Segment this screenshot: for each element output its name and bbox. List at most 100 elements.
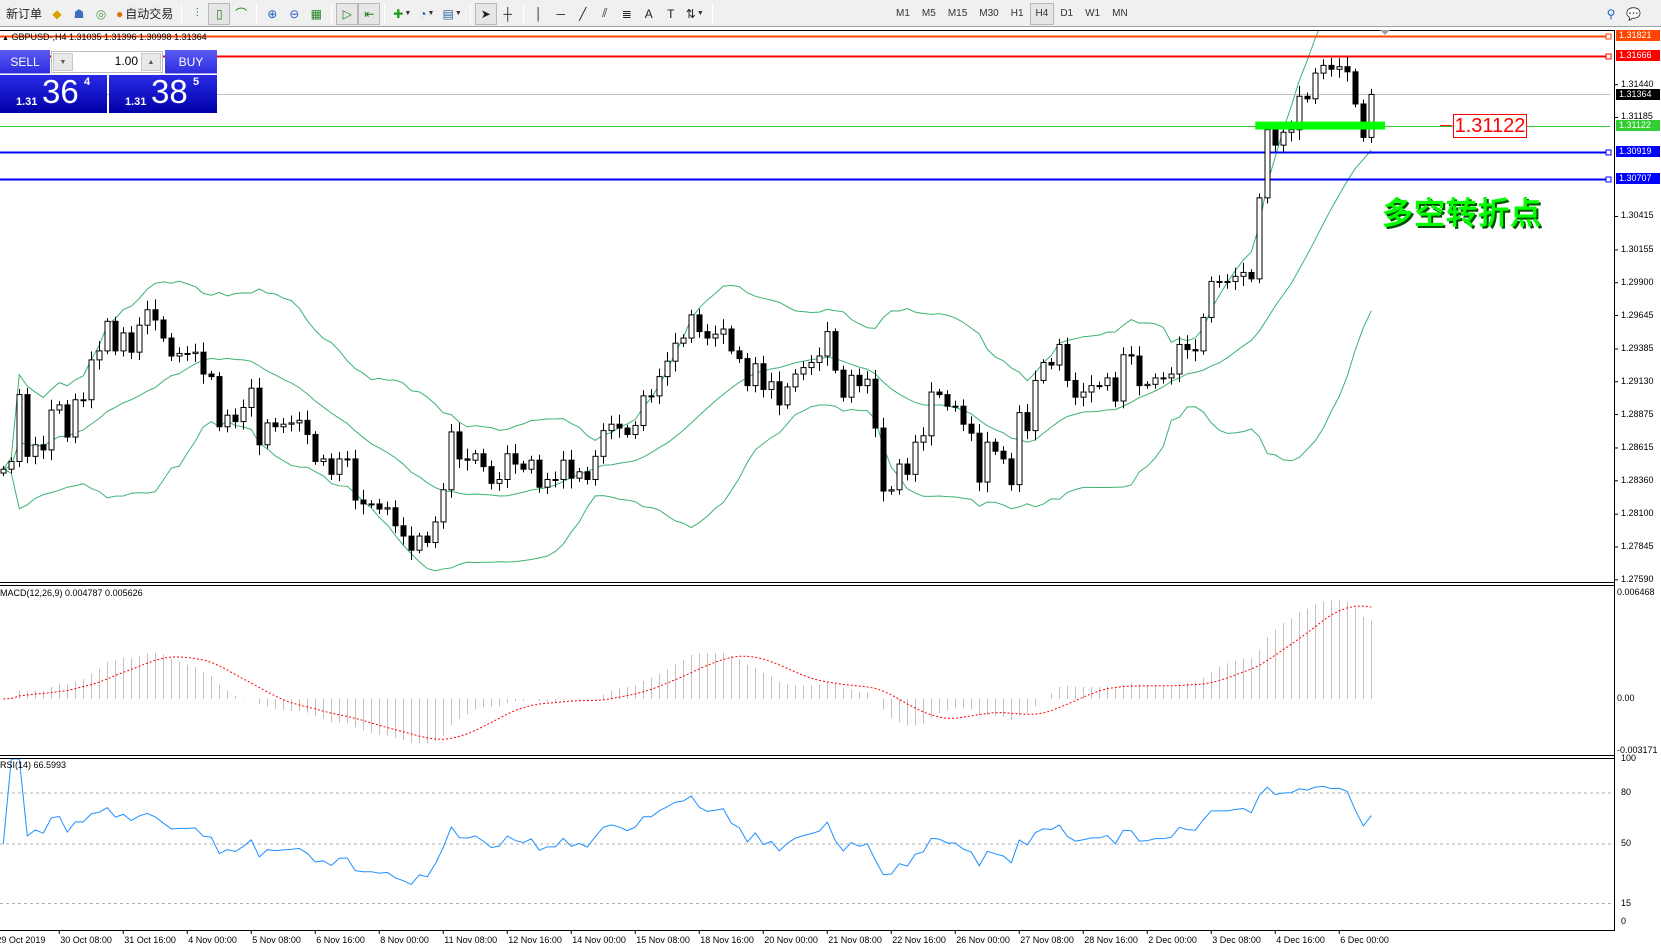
timeframe-label: M30 <box>979 8 999 19</box>
candlestick-icon[interactable]: ▯ <box>208 2 231 25</box>
candle-body <box>1048 361 1055 366</box>
sell-button[interactable]: SELL <box>0 50 50 74</box>
candle-body <box>1352 71 1359 105</box>
search-icon[interactable]: ⚲ <box>1606 6 1616 21</box>
line-chart-icon[interactable]: ⌒ <box>235 7 248 21</box>
candle-body <box>440 489 447 523</box>
tile-windows-icon[interactable]: ▦ <box>310 6 322 21</box>
candle-body <box>1368 93 1375 138</box>
timeframe-m1[interactable]: M1 <box>890 3 916 25</box>
signal-icon[interactable]: ◎ <box>95 6 107 21</box>
equidistant-channel-icon[interactable]: ⫽ <box>602 6 608 20</box>
candle <box>552 471 559 488</box>
candle-body <box>648 395 655 398</box>
gold-icon[interactable]: ◆ <box>52 6 62 21</box>
timeframe-w1[interactable]: W1 <box>1079 3 1106 25</box>
arrows-dropdown[interactable]: ⇅ ▼ <box>682 3 708 25</box>
candle-body <box>1216 280 1223 283</box>
candle <box>672 332 679 372</box>
trendline-icon[interactable]: ╱ <box>579 6 587 21</box>
volume-value[interactable]: 1.00 <box>114 54 138 68</box>
candle <box>368 500 375 508</box>
auto-scroll-icon[interactable]: ▷ <box>336 2 359 25</box>
candle <box>328 453 335 480</box>
candle <box>728 325 735 355</box>
time-label: 21 Nov 08:00 <box>828 935 882 945</box>
periods-dropdown[interactable]: ◔ ▼ <box>415 3 438 25</box>
volume-down-icon[interactable]: ▼ <box>53 53 73 71</box>
price-tick-label: 1.31440 <box>1621 78 1654 89</box>
candle-body <box>152 309 159 321</box>
candle-body <box>784 386 791 406</box>
candle <box>928 382 935 446</box>
candle-body <box>520 463 527 470</box>
timeframe-label: D1 <box>1060 8 1074 19</box>
candle <box>1152 373 1159 389</box>
people-icon[interactable]: ☗ <box>73 6 85 21</box>
timeframe-h4[interactable]: H4 <box>1029 2 1055 25</box>
timeframe-m30[interactable]: M30 <box>973 3 1004 25</box>
timeframe-d1[interactable]: D1 <box>1054 3 1079 25</box>
time-label: 29 Oct 2019 <box>0 935 46 945</box>
candle <box>936 388 943 398</box>
line-handle[interactable] <box>1605 176 1612 183</box>
candle <box>832 328 839 374</box>
chart-shift-marker-icon[interactable] <box>1380 30 1390 35</box>
indicators-dropdown[interactable]: ✚ ▼ <box>389 3 415 25</box>
buy-button[interactable]: BUY <box>165 50 217 74</box>
candle-body <box>208 373 215 378</box>
candle-body <box>16 394 23 462</box>
timeframe-m5[interactable]: M5 <box>916 3 942 25</box>
price-label-annotation[interactable]: 1.31122 <box>1453 114 1527 138</box>
turning-point-text[interactable]: 多空转折点 <box>1382 196 1542 232</box>
zoom-in-icon[interactable]: ⊕ <box>267 6 278 21</box>
candle <box>976 424 983 492</box>
candle-body <box>880 427 887 492</box>
sell-price[interactable]: 1.31 36 4 <box>0 73 107 113</box>
candle-body <box>1224 280 1231 283</box>
candle <box>1360 99 1367 142</box>
timeframe-m15[interactable]: M15 <box>942 3 973 25</box>
time-label: 6 Dec 00:00 <box>1340 935 1389 945</box>
candle-body <box>32 444 39 457</box>
cursor-icon[interactable]: ➤ <box>474 2 497 25</box>
auto-trading-button[interactable]: ● 自动交易 <box>112 3 177 25</box>
new-order-button[interactable]: 新订单 <box>0 3 46 25</box>
volume-input[interactable]: ▼ 1.00 ▲ <box>51 51 163 73</box>
candle <box>248 379 255 417</box>
fibonacci-icon[interactable]: ≣ <box>621 6 632 21</box>
timeframe-mn[interactable]: MN <box>1106 3 1134 25</box>
buy-price[interactable]: 1.31 38 5 <box>109 73 217 113</box>
crosshair-icon[interactable]: ┼ <box>503 6 512 21</box>
zoom-out-icon[interactable]: ⊖ <box>289 6 300 21</box>
line-handle[interactable] <box>1605 53 1612 60</box>
templates-dropdown[interactable]: ▤ ▼ <box>438 3 465 25</box>
text-label-icon[interactable]: T <box>667 6 675 21</box>
candle <box>176 347 183 363</box>
line-handle[interactable] <box>1605 149 1612 156</box>
support-zone-rect[interactable] <box>1255 121 1385 130</box>
chart-shift-icon[interactable]: ⇤ <box>358 2 381 25</box>
chat-icon[interactable]: 💬 <box>1626 6 1641 21</box>
line-handle[interactable] <box>1605 33 1612 40</box>
text-icon[interactable]: A <box>644 6 653 21</box>
candle <box>1008 452 1015 491</box>
separator <box>522 3 524 24</box>
rsi-axis-label: 15 <box>1621 897 1632 908</box>
candle-body <box>472 453 479 461</box>
vertical-line-icon[interactable]: │ <box>535 6 543 21</box>
timeframe-label: H4 <box>1035 8 1049 19</box>
timeframe-h1[interactable]: H1 <box>1005 3 1030 25</box>
candle-body <box>136 324 143 353</box>
bar-chart-icon[interactable]: ⫶ <box>195 6 199 20</box>
timeframe-label: W1 <box>1085 8 1101 19</box>
collapse-arrow-icon[interactable]: ▲ <box>2 35 9 42</box>
candle-body <box>112 320 119 352</box>
horizontal-line-icon[interactable]: ─ <box>556 6 565 21</box>
volume-up-icon[interactable]: ▲ <box>141 53 161 71</box>
candle <box>752 356 759 393</box>
time-label: 4 Dec 16:00 <box>1276 935 1325 945</box>
candle-body <box>664 360 671 378</box>
rsi-axis-label: 100 <box>1621 753 1637 763</box>
